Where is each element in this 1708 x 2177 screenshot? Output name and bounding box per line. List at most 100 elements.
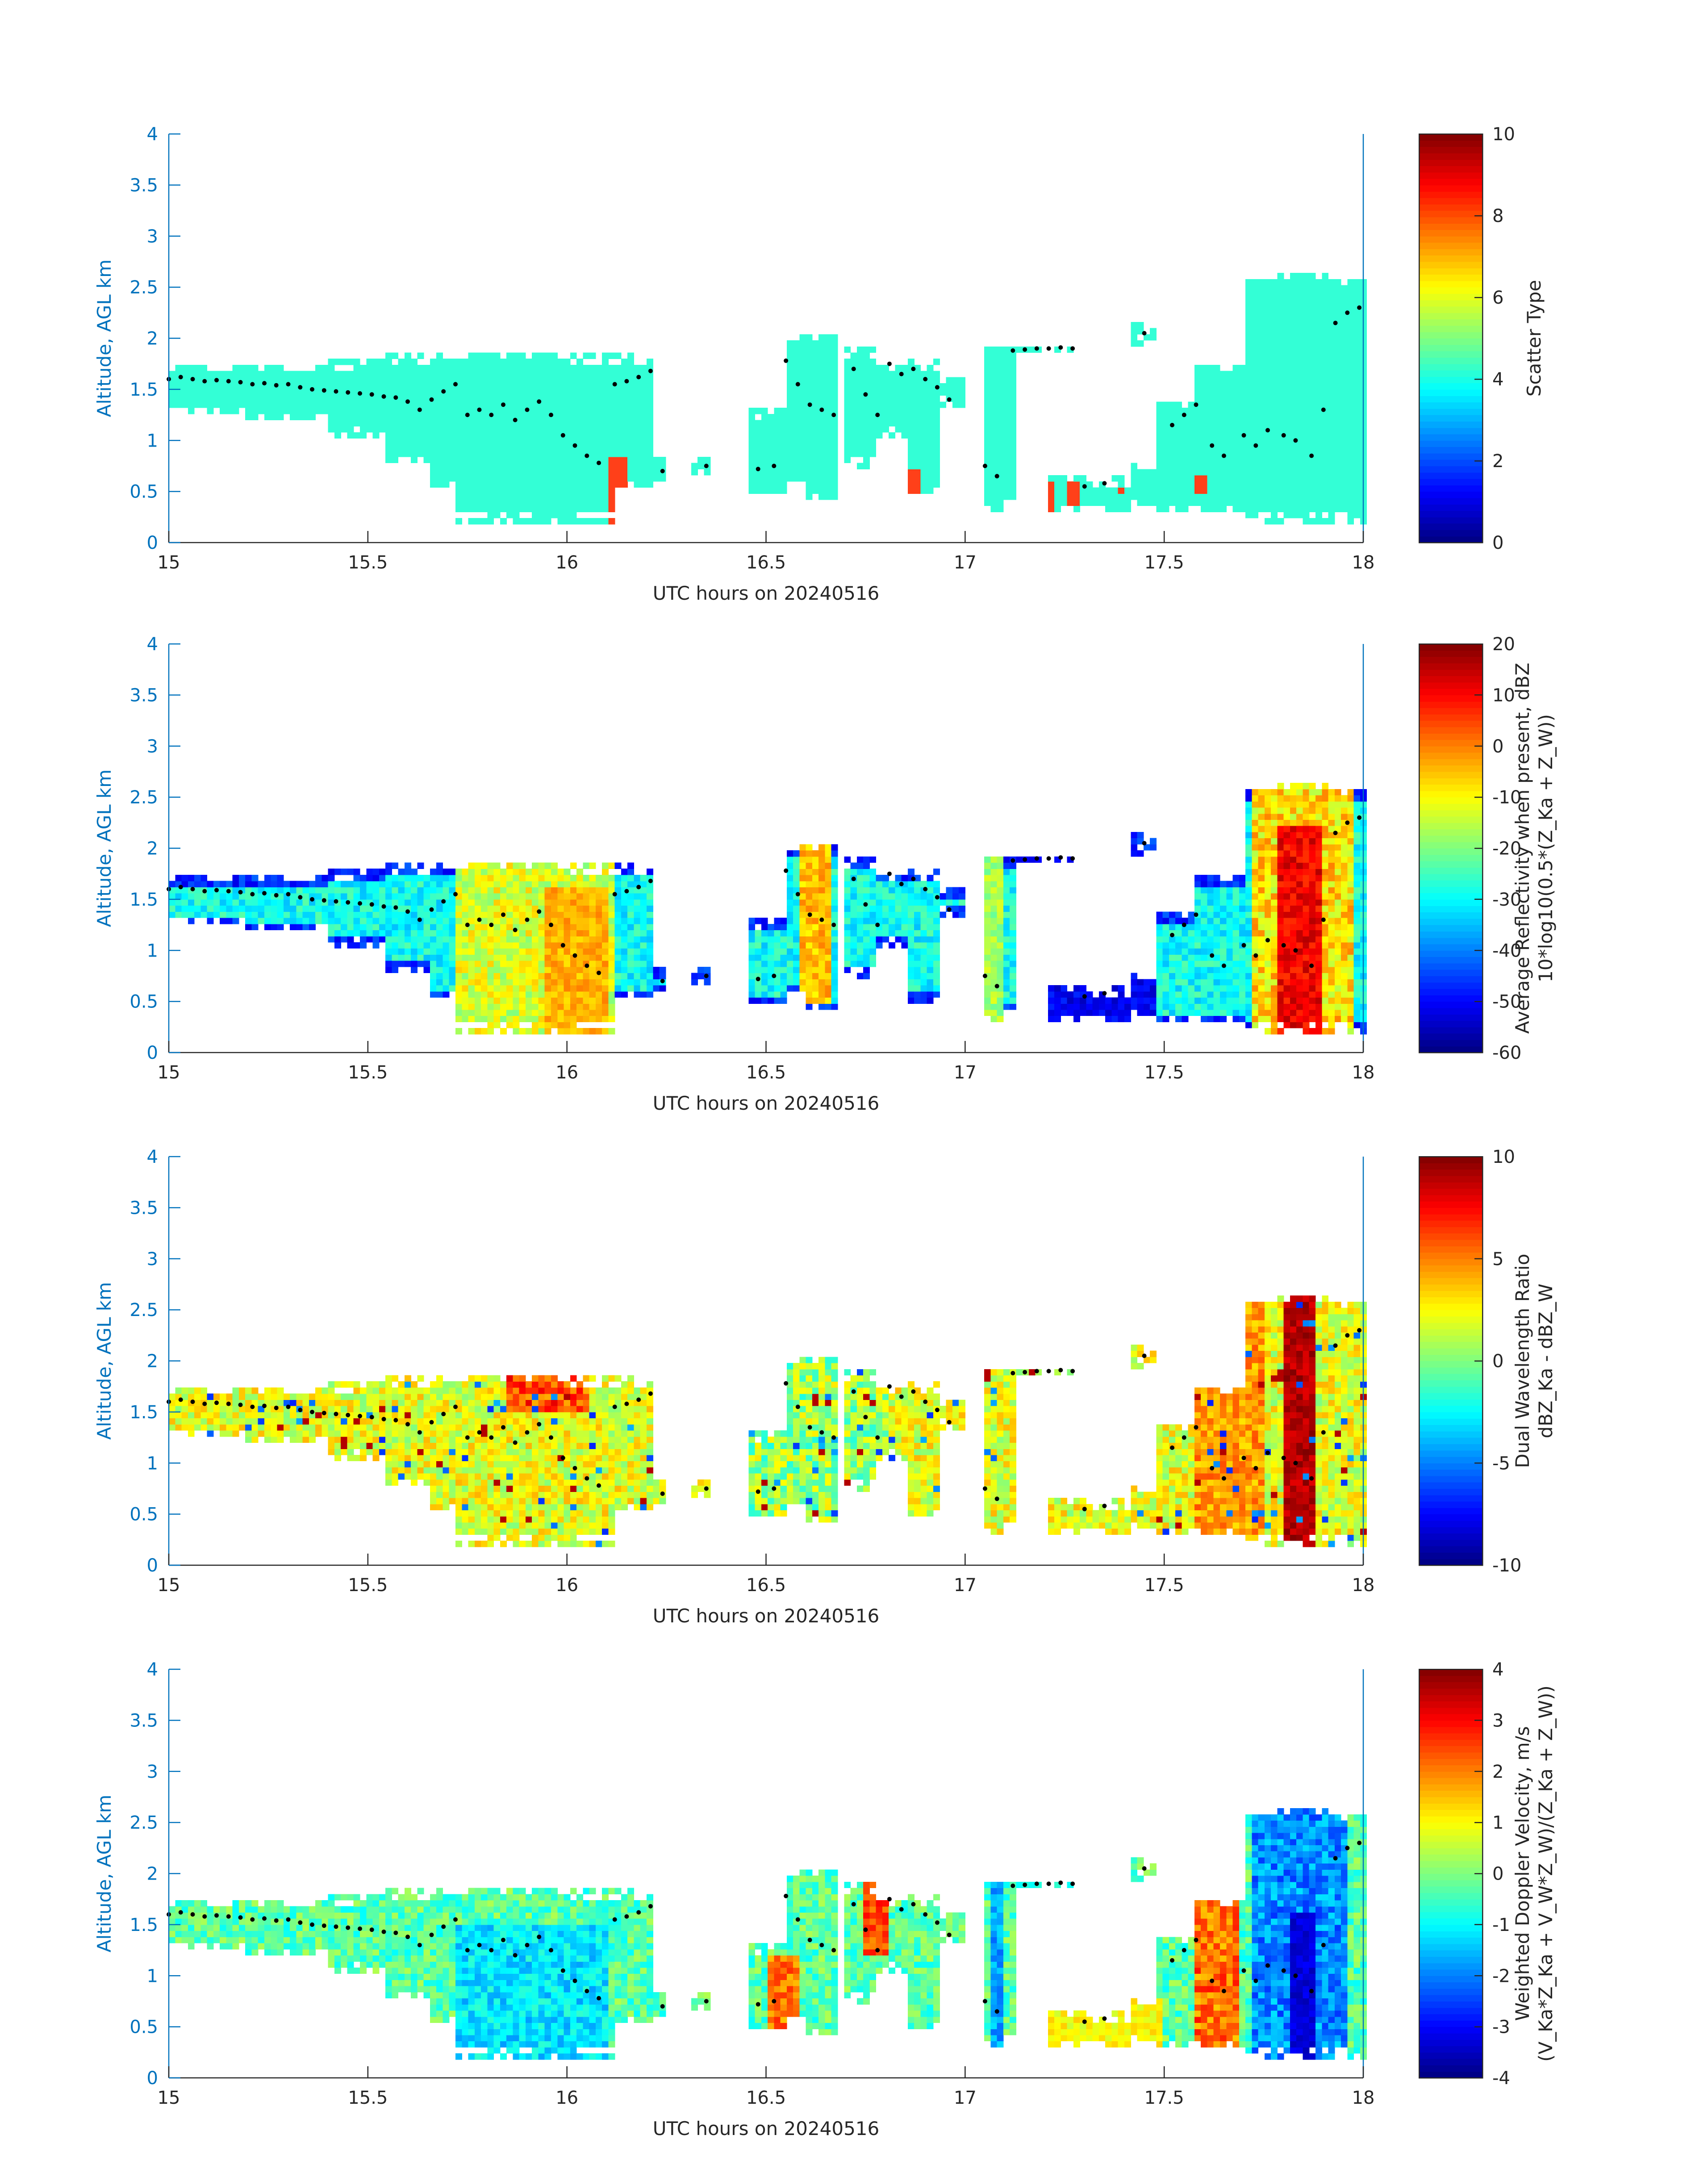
heatmap-cell [1353, 451, 1361, 457]
heatmap-cell [449, 918, 456, 924]
heatmap-cell [850, 395, 857, 402]
colorbar-swatch [1419, 306, 1482, 313]
heatmap-cell [920, 456, 927, 464]
cloud-top-dot [477, 407, 482, 412]
heatmap-cell [468, 451, 475, 457]
heatmap-cell [608, 905, 615, 912]
heatmap-cell [1277, 389, 1284, 396]
heatmap-cell [927, 432, 934, 439]
y-tick-label: 2.5 [129, 277, 158, 298]
heatmap-cell [850, 401, 857, 408]
cloud-top-dot [537, 399, 542, 404]
heatmap-cell [468, 383, 475, 390]
heatmap-cell [411, 401, 418, 408]
heatmap-cell [1010, 481, 1017, 488]
heatmap-cell [640, 911, 647, 918]
heatmap-cell [544, 395, 551, 402]
heatmap-cell [768, 979, 774, 986]
heatmap-cell [570, 456, 577, 464]
heatmap-cell [825, 451, 832, 457]
heatmap-cell [500, 954, 507, 961]
heatmap-cell [608, 444, 615, 451]
x-tick-label: 15.5 [348, 552, 388, 573]
heatmap-cell [341, 923, 348, 931]
heatmap-cell [812, 426, 819, 433]
heatmap-cell [481, 985, 488, 992]
heatmap-cell [538, 352, 545, 359]
heatmap-cell [825, 923, 832, 931]
heatmap-cell [895, 395, 902, 402]
heatmap-cell [423, 383, 430, 390]
heatmap-cell [513, 905, 520, 912]
heatmap-cell [411, 936, 418, 943]
heatmap-cell [417, 389, 424, 396]
heatmap-cell [640, 401, 647, 408]
heatmap-cell [602, 475, 609, 482]
heatmap-cell [748, 451, 756, 457]
heatmap-cell [799, 923, 806, 931]
heatmap-cell [258, 911, 265, 918]
heatmap-cell [786, 426, 793, 433]
heatmap-cell [1226, 371, 1233, 377]
heatmap-cell [1296, 451, 1303, 457]
heatmap-cell [602, 936, 609, 943]
heatmap-cell [1220, 432, 1227, 439]
heatmap-cell [353, 930, 360, 936]
heatmap-cell [831, 942, 838, 949]
heatmap-cell [1315, 414, 1322, 421]
heatmap-cell [621, 930, 628, 936]
heatmap-cell [506, 506, 513, 512]
heatmap-cell [576, 444, 583, 451]
heatmap-cell [500, 371, 507, 377]
heatmap-cell [1188, 456, 1195, 464]
heatmap-cell [1322, 401, 1329, 408]
heatmap-cell [251, 875, 259, 882]
heatmap-cell [634, 918, 641, 924]
heatmap-cell [576, 359, 583, 365]
heatmap-cell [806, 451, 813, 457]
heatmap-cell [532, 506, 539, 512]
heatmap-cell [366, 371, 373, 377]
heatmap-cell [1143, 475, 1150, 482]
heatmap-cell [825, 985, 832, 992]
heatmap-cell [207, 377, 214, 384]
heatmap-cell [1194, 456, 1201, 464]
colorbar-swatch [1419, 159, 1482, 167]
heatmap-cell [1239, 481, 1246, 488]
heatmap-cell [1303, 359, 1310, 365]
heatmap-cell [819, 893, 826, 900]
heatmap-cell [1213, 389, 1220, 396]
heatmap-cell [1124, 506, 1131, 512]
heatmap-cell [608, 954, 615, 961]
heatmap-cell [322, 371, 329, 377]
heatmap-cell [1150, 499, 1157, 506]
heatmap-cell [608, 966, 615, 974]
heatmap-cell [1010, 395, 1017, 402]
heatmap-cell [614, 918, 622, 924]
heatmap-cell [1341, 377, 1348, 384]
heatmap-cell [799, 905, 806, 912]
heatmap-cell [455, 451, 462, 457]
colorbar-swatch [1419, 396, 1482, 403]
heatmap-cell [1283, 469, 1290, 476]
heatmap-cell [1283, 389, 1290, 396]
heatmap-cell [653, 469, 660, 476]
heatmap-cell [806, 438, 813, 445]
heatmap-cell [506, 862, 513, 869]
heatmap-cell [850, 420, 857, 426]
heatmap-cell [468, 954, 475, 961]
heatmap-cell [1283, 359, 1290, 365]
heatmap-cell [360, 383, 367, 390]
heatmap-cell [819, 377, 826, 384]
heatmap-cell [863, 966, 870, 974]
heatmap-cell [411, 918, 418, 924]
heatmap-cell [1347, 377, 1354, 384]
heatmap-cell [334, 401, 341, 408]
heatmap-cell [627, 420, 635, 426]
heatmap-cell [1175, 487, 1182, 494]
heatmap-cell [398, 414, 405, 421]
heatmap-cell [551, 905, 558, 912]
heatmap-cell [532, 475, 539, 482]
heatmap-cell [933, 432, 940, 439]
heatmap-cell [474, 475, 481, 482]
